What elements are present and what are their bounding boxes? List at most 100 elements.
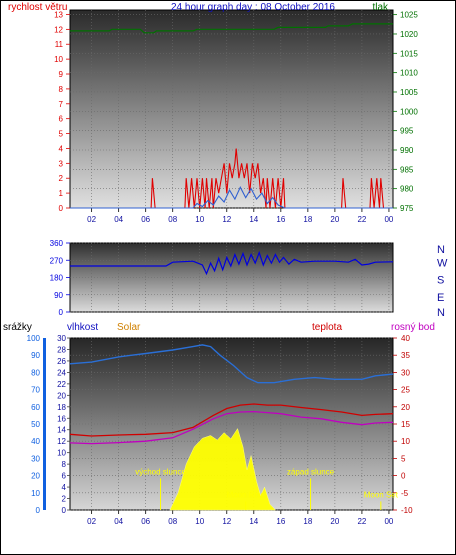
solar-tick-label: 10	[57, 449, 66, 458]
x-tick-label: 14	[249, 215, 258, 224]
temperature-line	[69, 403, 394, 437]
x-tick-label: 04	[114, 215, 123, 224]
direction-left-ticks: 0 90 180 270 360	[50, 239, 64, 317]
compass-label: S	[437, 275, 444, 287]
pressure-tick-label: 990	[400, 146, 414, 155]
rain-tick-label: 80	[31, 368, 40, 377]
x-tick-label: 18	[303, 517, 312, 526]
temperature-tick-label: -10	[401, 506, 413, 515]
rain-left-ticks: 0 10 20 30 40 50 60 70 80 90 100	[27, 334, 41, 515]
solar-tick-label: 4	[62, 483, 67, 492]
wind-grid	[66, 10, 397, 212]
temperature-grid	[67, 337, 397, 514]
direction-plot-area	[69, 242, 394, 313]
wind-tick-label: 0	[59, 204, 64, 213]
rain-label: srážky	[3, 322, 32, 333]
solar-tick-label: 26	[57, 357, 66, 366]
wind-speed-line	[70, 148, 393, 209]
rain-tick-label: 30	[31, 454, 40, 463]
wind-x-ticks: 02 04 06 08 10 12 14 16 18 20 22 00	[87, 215, 394, 224]
x-tick-label: 12	[222, 517, 231, 526]
wind-tick-label: 4	[59, 144, 64, 153]
x-tick-label: 18	[303, 215, 312, 224]
direction-tick-label: 90	[54, 291, 63, 300]
event-label: západ slunce	[287, 467, 335, 476]
rain-tick-label: 40	[31, 437, 40, 446]
pressure-right-ticks: 975 980 985 990 995 1000 1005 1010 1015 1020 1025	[400, 11, 418, 213]
direction-grid	[66, 242, 393, 313]
x-tick-label: 22	[357, 215, 366, 224]
pressure-tick-label: 1010	[400, 69, 418, 78]
temperature-tick-label: 15	[401, 420, 410, 429]
wind-tick-label: 5	[59, 130, 64, 139]
wind-tick-label: 7	[59, 100, 64, 109]
compass-label: N	[437, 307, 445, 319]
x-tick-label: 06	[141, 517, 150, 526]
pressure-tick-label: 1015	[400, 49, 418, 58]
rain-tick-label: 20	[31, 472, 40, 481]
x-tick-label: 12	[222, 215, 231, 224]
pressure-tick-label: 1005	[400, 88, 418, 97]
solar-tick-label: 0	[62, 506, 67, 515]
solar-tick-label: 30	[57, 334, 66, 343]
temperature-label: teplota	[312, 322, 342, 333]
solar-tick-label: 12	[57, 437, 66, 446]
wind-tick-label: 8	[59, 85, 64, 94]
wind-tick-label: 9	[59, 70, 64, 79]
x-tick-label: 16	[276, 517, 285, 526]
temperature-tick-label: 20	[401, 403, 410, 412]
wind-speed-label: rychlost větru	[8, 2, 67, 13]
solar-tick-label: 2	[62, 495, 67, 504]
humidity-label: vlhkost	[67, 322, 98, 333]
temperature-humidity-panel: východ slunce Moon Rise západ slunce Moon S…	[3, 322, 435, 526]
temperature-tick-label: 25	[401, 386, 410, 395]
humidity-line	[69, 344, 394, 384]
x-tick-label: 00	[384, 517, 393, 526]
rain-tick-label: 0	[36, 506, 41, 515]
pressure-line	[70, 23, 393, 34]
rain-tick-label: 70	[31, 386, 40, 395]
x-tick-label: 22	[357, 517, 366, 526]
x-tick-label: 20	[330, 517, 339, 526]
solar-tick-label: 14	[57, 426, 66, 435]
rain-axis-bar	[43, 338, 46, 510]
temperature-tick-label: -5	[401, 489, 409, 498]
x-tick-label: 02	[87, 517, 96, 526]
solar-label: Solar	[117, 322, 141, 333]
pressure-tick-label: 1025	[400, 11, 418, 20]
event-label: Moon Rise	[227, 490, 266, 499]
temperature-tick-label: 40	[401, 334, 410, 343]
pressure-tick-label: 995	[400, 127, 414, 136]
temperature-tick-label: 30	[401, 368, 410, 377]
rain-tick-label: 90	[31, 351, 40, 360]
solar-tick-label: 24	[57, 368, 66, 377]
x-tick-label: 08	[168, 215, 177, 224]
wind-tick-label: 11	[55, 40, 64, 49]
x-tick-label: 06	[141, 215, 150, 224]
direction-tick-label: 360	[50, 239, 64, 248]
temperature-tick-label: 5	[401, 454, 406, 463]
temperature-tick-label: 0	[401, 472, 406, 481]
event-label: východ slunce	[135, 467, 186, 476]
wind-direction-line	[70, 250, 394, 276]
x-tick-label: 20	[330, 215, 339, 224]
temperature-tick-label: 35	[401, 351, 410, 360]
x-tick-label: 04	[114, 517, 123, 526]
compass-label: E	[437, 292, 444, 304]
wind-tick-label: 12	[54, 25, 63, 34]
x-tick-label: 14	[249, 517, 258, 526]
wind-tick-label: 6	[59, 115, 64, 124]
wind-tick-label: 1	[59, 189, 64, 198]
pressure-label: tlak	[372, 2, 389, 13]
dewpoint-line	[69, 410, 394, 445]
solar-area	[169, 428, 276, 511]
compass-label: N	[437, 244, 445, 256]
wind-tick-label: 2	[59, 174, 64, 183]
rain-tick-label: 50	[31, 420, 40, 429]
direction-series	[70, 250, 394, 276]
pressure-tick-label: 980	[400, 185, 414, 194]
